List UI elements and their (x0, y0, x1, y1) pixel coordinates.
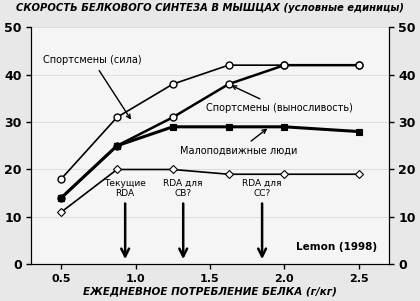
Text: Спортсмены (сила): Спортсмены (сила) (43, 55, 142, 118)
Text: Спортсмены (выносливость): Спортсмены (выносливость) (205, 86, 352, 113)
Text: RDA для
СВ?: RDA для СВ? (163, 178, 203, 256)
Text: RDA для
СС?: RDA для СС? (242, 178, 282, 256)
Text: Малоподвижные люди: Малоподвижные люди (180, 129, 298, 156)
Text: СКОРОСТЬ БЕЛКОВОГО СИНТЕЗА В МЫШЦАХ (условные единицы): СКОРОСТЬ БЕЛКОВОГО СИНТЕЗА В МЫШЦАХ (усл… (16, 3, 404, 13)
X-axis label: ЕЖЕДНЕВНОЕ ПОТРЕБЛЕНИЕ БЕЛКА (г/кг): ЕЖЕДНЕВНОЕ ПОТРЕБЛЕНИЕ БЕЛКА (г/кг) (83, 287, 337, 297)
Text: Текущие
RDA: Текущие RDA (104, 178, 146, 256)
Text: Lemon (1998): Lemon (1998) (296, 243, 377, 253)
